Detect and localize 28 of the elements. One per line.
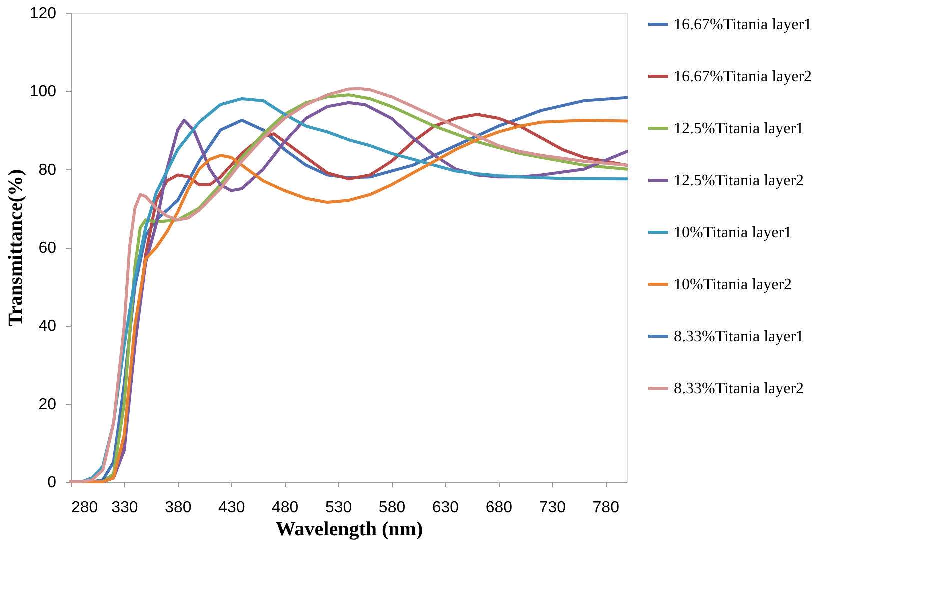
- legend-label: 10%Titania layer1: [674, 224, 792, 242]
- y-tick-label: 80: [38, 162, 57, 179]
- legend-label: 12.5%Titania layer2: [674, 172, 804, 190]
- x-tick-label: 530: [325, 500, 352, 516]
- x-tick-label: 380: [165, 500, 192, 516]
- x-tick-label: 580: [378, 500, 406, 516]
- y-tick-label: 40: [38, 318, 57, 336]
- legend-label: 10%Titania layer2: [674, 276, 792, 294]
- x-tick-label: 430: [218, 500, 246, 516]
- x-axis-title: Wavelength (nm): [276, 518, 424, 540]
- legend-label: 16.67%Titania layer2: [674, 68, 812, 86]
- x-tick-label: 780: [592, 500, 620, 516]
- x-tick-label: 480: [272, 500, 299, 516]
- legend-label: 8.33%Titania layer1: [674, 328, 804, 346]
- legend-label: 12.5%Titania layer1: [674, 120, 804, 138]
- x-tick-label: 680: [486, 500, 513, 516]
- y-tick-label: 20: [38, 396, 57, 414]
- y-tick-label: 100: [30, 84, 57, 101]
- y-tick-label: 60: [38, 240, 57, 257]
- x-tick-label: 630: [432, 500, 460, 516]
- x-tick-label: 280: [72, 500, 98, 516]
- legend-label: 16.67%Titania layer1: [674, 16, 812, 34]
- y-tick-label: 120: [30, 6, 57, 22]
- y-axis-title: Transmittance(%): [4, 169, 27, 327]
- x-tick-label: 330: [112, 500, 138, 516]
- y-tick-label: 0: [48, 474, 57, 492]
- x-tick-label: 730: [539, 500, 566, 516]
- legend-label: 8.33%Titania layer2: [674, 380, 804, 398]
